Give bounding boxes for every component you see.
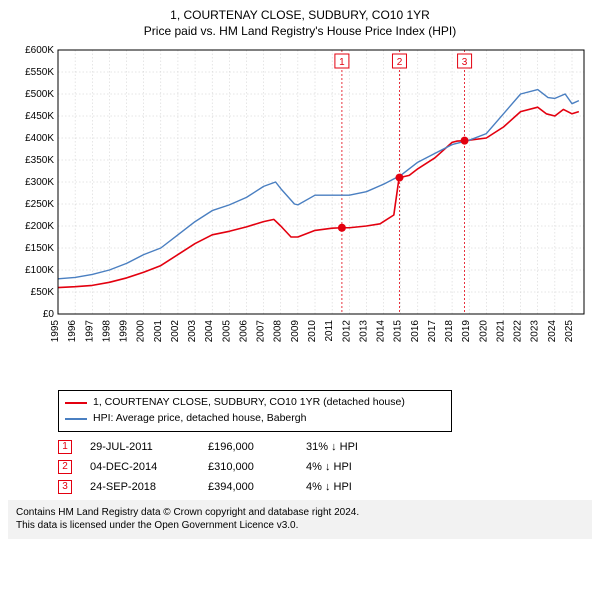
svg-text:2006: 2006	[238, 320, 249, 343]
svg-text:£350K: £350K	[25, 155, 54, 166]
svg-text:2019: 2019	[461, 320, 472, 343]
svg-text:2024: 2024	[547, 320, 558, 343]
event-price: £394,000	[208, 481, 288, 493]
svg-text:1999: 1999	[119, 320, 130, 343]
svg-text:2021: 2021	[495, 320, 506, 343]
footer-line1: Contains HM Land Registry data © Crown c…	[16, 507, 359, 518]
svg-text:2015: 2015	[393, 320, 404, 343]
event-row: 3 24-SEP-2018 £394,000 4% ↓ HPI	[58, 480, 592, 494]
chart-title: 1, COURTENAY CLOSE, SUDBURY, CO10 1YR	[8, 8, 592, 22]
svg-text:2022: 2022	[513, 320, 524, 343]
legend-item: 1, COURTENAY CLOSE, SUDBURY, CO10 1YR (d…	[65, 395, 445, 411]
event-marker: 3	[58, 480, 72, 494]
svg-text:2013: 2013	[358, 320, 369, 343]
svg-text:£300K: £300K	[25, 177, 54, 188]
legend-label: HPI: Average price, detached house, Babe…	[93, 411, 306, 427]
event-row: 2 04-DEC-2014 £310,000 4% ↓ HPI	[58, 460, 592, 474]
svg-text:£0: £0	[43, 309, 55, 320]
svg-text:1996: 1996	[67, 320, 78, 343]
svg-text:2002: 2002	[170, 320, 181, 343]
svg-text:£50K: £50K	[31, 287, 55, 298]
svg-text:2004: 2004	[204, 320, 215, 343]
svg-text:£500K: £500K	[25, 89, 54, 100]
event-date: 24-SEP-2018	[90, 481, 190, 493]
svg-text:£450K: £450K	[25, 111, 54, 122]
svg-text:2017: 2017	[427, 320, 438, 343]
legend-swatch	[65, 402, 87, 404]
event-price: £310,000	[208, 461, 288, 473]
event-date: 04-DEC-2014	[90, 461, 190, 473]
svg-text:3: 3	[462, 57, 468, 68]
svg-text:£400K: £400K	[25, 133, 54, 144]
event-date: 29-JUL-2011	[90, 441, 190, 453]
legend-label: 1, COURTENAY CLOSE, SUDBURY, CO10 1YR (d…	[93, 395, 405, 411]
event-delta: 4% ↓ HPI	[306, 461, 396, 473]
license-footer: Contains HM Land Registry data © Crown c…	[8, 500, 592, 539]
legend: 1, COURTENAY CLOSE, SUDBURY, CO10 1YR (d…	[58, 390, 452, 432]
chart-subtitle: Price paid vs. HM Land Registry's House …	[8, 24, 592, 38]
event-delta: 31% ↓ HPI	[306, 441, 396, 453]
svg-text:2020: 2020	[478, 320, 489, 343]
svg-text:2005: 2005	[221, 320, 232, 343]
event-price: £196,000	[208, 441, 288, 453]
event-table: 1 29-JUL-2011 £196,000 31% ↓ HPI 2 04-DEC-201…	[58, 440, 592, 494]
event-row: 1 29-JUL-2011 £196,000 31% ↓ HPI	[58, 440, 592, 454]
svg-text:2018: 2018	[444, 320, 455, 343]
svg-text:2023: 2023	[530, 320, 541, 343]
svg-text:2008: 2008	[273, 320, 284, 343]
footer-line2: This data is licensed under the Open Gov…	[16, 520, 298, 531]
svg-text:£200K: £200K	[25, 221, 54, 232]
svg-text:2011: 2011	[324, 320, 335, 342]
chart-area: £0 £50K £100K £150K £200K £250K £300K £350K £400…	[8, 44, 592, 384]
svg-text:2014: 2014	[376, 320, 387, 343]
svg-text:2010: 2010	[307, 320, 318, 343]
svg-text:1998: 1998	[101, 320, 112, 343]
svg-text:£150K: £150K	[25, 243, 54, 254]
line-chart: £0 £50K £100K £150K £200K £250K £300K £350K £400…	[8, 44, 592, 384]
svg-text:1: 1	[339, 57, 345, 68]
svg-text:2001: 2001	[153, 320, 164, 343]
event-marker: 2	[58, 460, 72, 474]
svg-text:2025: 2025	[564, 320, 575, 343]
legend-swatch	[65, 418, 87, 420]
event-delta: 4% ↓ HPI	[306, 481, 396, 493]
svg-text:2016: 2016	[410, 320, 421, 343]
svg-text:2007: 2007	[256, 320, 267, 343]
svg-text:£250K: £250K	[25, 199, 54, 210]
svg-text:2003: 2003	[187, 320, 198, 343]
legend-item: HPI: Average price, detached house, Babe…	[65, 411, 445, 427]
svg-text:£100K: £100K	[25, 265, 54, 276]
svg-text:2: 2	[397, 57, 403, 68]
svg-text:£550K: £550K	[25, 67, 54, 78]
event-marker: 1	[58, 440, 72, 454]
svg-text:2012: 2012	[341, 320, 352, 343]
svg-text:£600K: £600K	[25, 45, 54, 56]
svg-text:2009: 2009	[290, 320, 301, 343]
svg-text:1997: 1997	[84, 320, 95, 343]
svg-text:1995: 1995	[50, 320, 61, 343]
svg-text:2000: 2000	[136, 320, 147, 343]
